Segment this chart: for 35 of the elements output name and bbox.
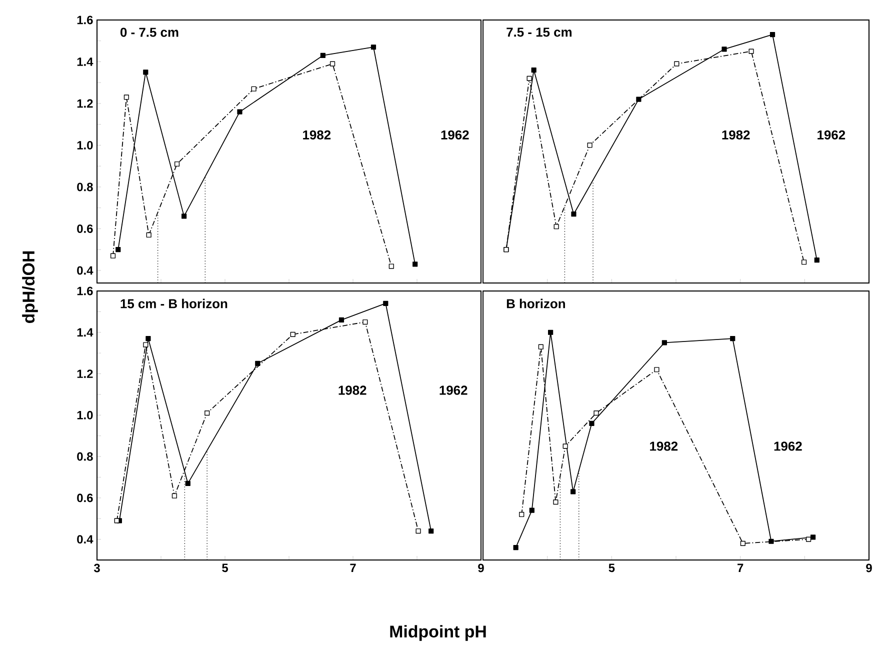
y-tick-label: 1.2 <box>77 370 93 378</box>
y-tick-label: 1.0 <box>77 140 93 150</box>
annotation: 1982 <box>338 386 366 395</box>
annotation: 1982 <box>650 442 678 451</box>
annotation: 1962 <box>774 442 802 451</box>
x-axis-title: Midpoint pH <box>390 625 486 641</box>
chart-title: 7.5 - 15 cm <box>506 28 572 37</box>
x-tick-label: 3 <box>94 564 100 572</box>
chart-title: 15 cm - B horizon <box>120 298 228 308</box>
chart-title: 0 - 7.5 cm <box>120 28 178 37</box>
x-tick-label: 7 <box>350 564 356 572</box>
chart-title: B horizon <box>506 298 565 308</box>
annotation: 1962 <box>441 130 469 140</box>
annotation: 1982 <box>722 130 750 140</box>
x-tick-label: 9 <box>866 564 872 572</box>
y-tick-label: 0.6 <box>77 224 93 233</box>
x-tick-label: 5 <box>608 564 615 572</box>
y-tick-label: 0.8 <box>77 452 93 461</box>
annotation: 1962 <box>818 130 846 140</box>
y-tick-label: 1.4 <box>77 328 94 336</box>
annotation: 1982 <box>303 130 331 140</box>
x-tick-label: 9 <box>478 564 484 572</box>
y-tick-label: 0.8 <box>77 182 93 192</box>
annotation: 1962 <box>440 386 468 395</box>
y-tick-label: 1.6 <box>77 16 93 24</box>
y-tick-label: 1.6 <box>77 286 93 296</box>
y-axis-title: dpH/dOH <box>22 251 38 323</box>
y-tick-label: 0.4 <box>77 266 94 275</box>
y-tick-label: 1.0 <box>77 410 93 420</box>
y-tick-label: 0.4 <box>77 535 94 544</box>
x-tick-label: 5 <box>222 564 228 572</box>
y-tick-label: 0.6 <box>77 494 93 502</box>
x-tick-label: 7 <box>738 564 744 572</box>
y-tick-label: 1.2 <box>77 99 93 108</box>
y-tick-label: 1.4 <box>77 58 94 66</box>
